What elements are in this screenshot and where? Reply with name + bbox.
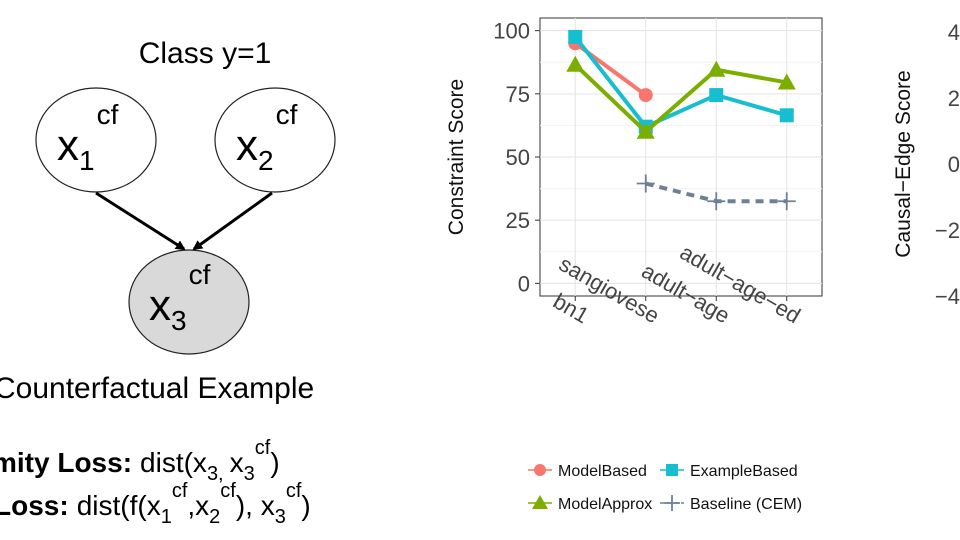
data-point (636, 122, 655, 139)
y-axis-title-2: Causal−Edge Score (892, 70, 915, 257)
y-tick-label: 75 (506, 82, 530, 107)
legend-item: ModelApprox (528, 495, 652, 513)
node-x2 (214, 87, 336, 193)
data-point (707, 192, 726, 211)
legend-label: ExampleBased (690, 463, 798, 480)
node-x2-label: x2cf (236, 99, 298, 176)
legend: ModelBased ExampleBased ModelApprox Baselin… (528, 463, 802, 513)
y-tick-label-2: −4 (935, 284, 960, 309)
constraint-loss: Loss: dist(f(x1cf,x2cf), x3cf) (0, 480, 311, 528)
diagram-caption: Counterfactual Example (0, 372, 314, 405)
y-ticks: 0 25 50 75 100 (493, 19, 540, 296)
node-x1-label: x1cf (57, 99, 119, 176)
node-x3-label: x3cf (149, 259, 211, 336)
legend-label: ModelBased (558, 463, 647, 480)
series-modelapprox (566, 55, 796, 139)
series-examplebased (568, 29, 794, 134)
data-point (636, 174, 655, 193)
series-layer (566, 29, 796, 211)
y-ticks-2: 4 2 0 −2 −4 (935, 20, 960, 309)
data-point (666, 464, 678, 476)
data-point (534, 464, 546, 476)
edge-x1-x3 (95, 191, 186, 251)
y-tick-label-2: −2 (935, 218, 960, 243)
series-baseline-cem- (636, 174, 796, 211)
data-point (777, 73, 796, 90)
legend-label: ModelApprox (558, 496, 652, 513)
series-line (573, 63, 788, 135)
data-point (532, 495, 548, 509)
data-point (707, 60, 726, 77)
y-tick-label: 0 (518, 271, 530, 296)
causal-diagram: Class y=1 x1cf x2cf x3cf Counterfactual … (0, 37, 336, 528)
node-x3 (128, 249, 250, 355)
y-tick-label-2: 2 (948, 86, 960, 111)
y-tick-label: 25 (506, 208, 530, 233)
data-point (664, 495, 680, 511)
legend-item: Baseline (CEM) (660, 495, 802, 513)
series-line (573, 35, 788, 130)
y-tick-label: 50 (506, 145, 530, 170)
grid (540, 18, 822, 296)
proximity-loss: mity Loss: dist(x3, x3cf) (0, 437, 280, 485)
data-point (638, 88, 653, 103)
node-x1 (35, 87, 157, 193)
data-point (779, 108, 794, 123)
data-point (777, 192, 796, 211)
legend-label: Baseline (CEM) (690, 496, 802, 513)
y-tick-label-2: 4 (948, 20, 960, 45)
data-point (709, 88, 724, 103)
y-tick-label: 100 (493, 19, 530, 44)
legend-item: ExampleBased (660, 463, 798, 480)
data-point (568, 29, 583, 44)
y-tick-label-2: 0 (948, 152, 960, 177)
legend-item: ModelBased (528, 463, 647, 480)
edge-x2-x3 (192, 191, 273, 251)
data-point (566, 55, 585, 72)
class-label: Class y=1 (139, 37, 272, 70)
causal-edge-chart: Causal−Edge Score 4 2 0 −2 −4 (892, 20, 960, 309)
y-axis-title: Constraint Score (445, 79, 468, 235)
